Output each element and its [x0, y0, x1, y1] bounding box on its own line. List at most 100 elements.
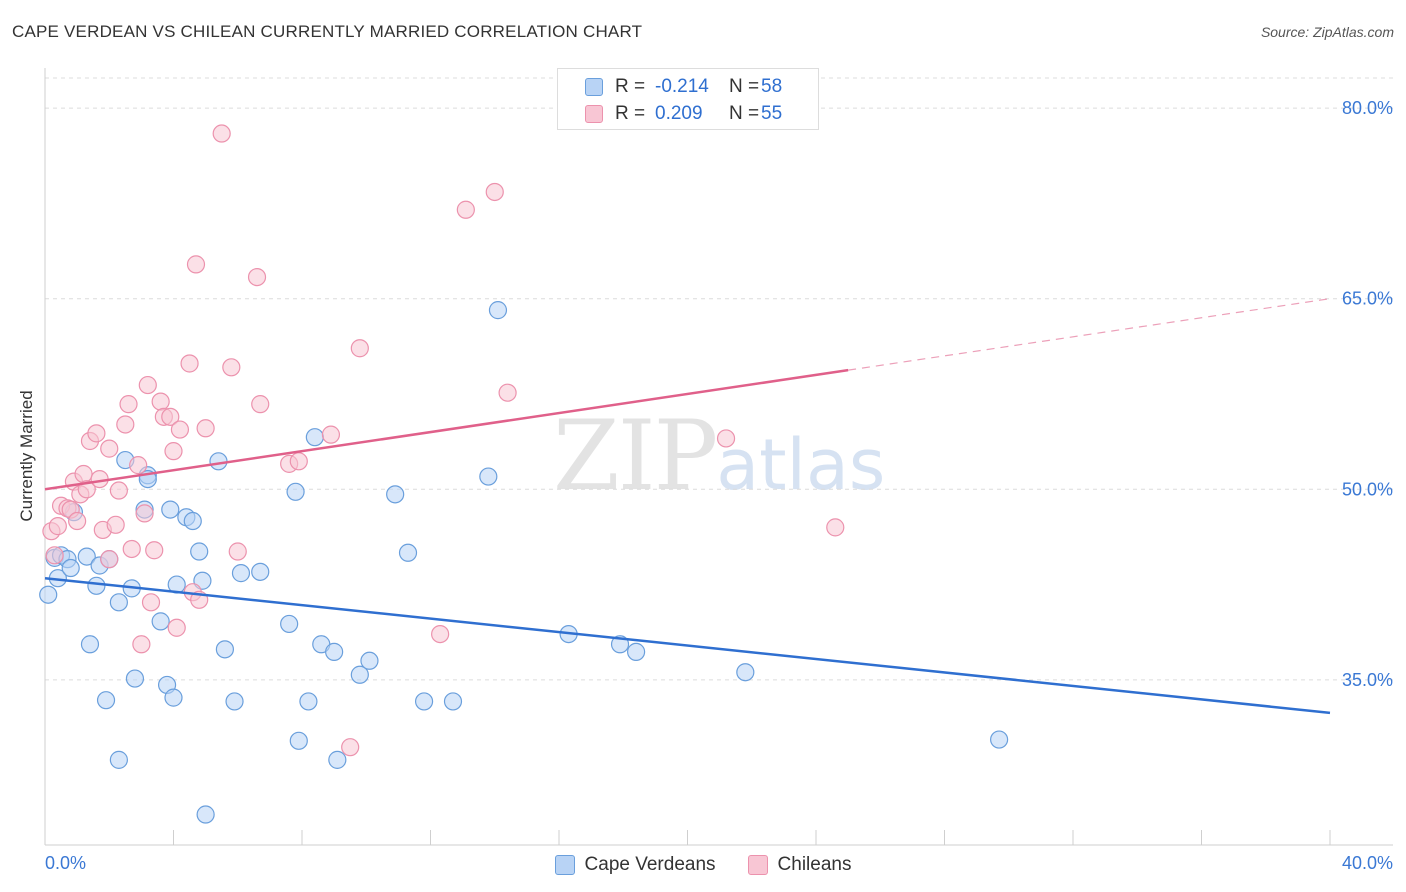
chilean-point — [350, 339, 369, 358]
chilean-point — [48, 517, 67, 536]
n-value: 55 — [761, 103, 783, 124]
n-label: N = — [729, 76, 760, 97]
series-legend: Cape Verdeans Chileans — [0, 850, 1406, 880]
cape-verdean-point — [289, 731, 308, 750]
chilean-point — [247, 267, 267, 287]
chilean-point — [77, 480, 96, 499]
n-value: 58 — [761, 76, 783, 97]
chilean-point — [196, 419, 215, 438]
cape-verdean-point — [215, 640, 234, 659]
chilean-point — [167, 618, 186, 637]
legend-swatch-pink — [747, 855, 768, 875]
cape-verdean-point — [190, 542, 209, 561]
legend-item-cape-verdeans: Cape Verdeans — [554, 854, 716, 876]
legend-row-chileans: R = 0.209 N = 55 — [558, 100, 782, 128]
chilean-point — [321, 425, 341, 444]
cape-verdean-trend-line — [44, 576, 1331, 715]
chilean-point — [109, 481, 128, 500]
y-tick-label: 80.0% — [1342, 98, 1393, 118]
chilean-point — [87, 424, 106, 443]
chilean-point — [74, 464, 93, 484]
legend-swatch-blue — [585, 78, 603, 96]
chilean-point — [45, 546, 64, 565]
cape-verdean-point — [164, 688, 183, 707]
cape-verdean-point — [61, 558, 80, 578]
chilean-point — [135, 504, 154, 523]
cape-verdean-point — [350, 665, 369, 684]
cape-verdean-point — [209, 452, 228, 471]
chilean-point — [100, 550, 119, 569]
chilean-point — [341, 738, 360, 757]
cape-verdean-point — [488, 301, 508, 320]
cape-verdean-point — [414, 692, 434, 711]
chilean-point — [145, 541, 164, 560]
cape-verdean-point — [626, 642, 646, 661]
chilean-point — [485, 182, 504, 202]
cape-verdean-point — [736, 663, 755, 682]
chilean-point — [138, 375, 157, 395]
x-tick-label: 0.0% — [45, 853, 86, 873]
cape-verdean-point — [109, 750, 128, 769]
chilean-point — [251, 395, 270, 414]
chilean-point — [228, 542, 247, 561]
cape-verdean-point — [151, 612, 170, 631]
chilean-point — [132, 635, 151, 654]
cape-verdean-point — [183, 511, 202, 531]
legend-row-cape-verdeans: R = -0.214 N = 58 — [558, 73, 782, 101]
chilean-point — [151, 392, 170, 411]
chilean-point — [289, 452, 308, 471]
correlation-legend: R = -0.214 N = 58 R = 0.209 N = 55 — [557, 68, 819, 130]
cape-verdean-point — [77, 547, 96, 566]
chilean-point — [119, 395, 138, 414]
cape-verdean-point — [479, 467, 498, 486]
legend-label-chileans: Chileans — [777, 854, 852, 875]
chilean-point — [161, 407, 180, 426]
cape-verdean-point — [251, 562, 270, 581]
chilean-point — [431, 624, 450, 644]
chilean-point — [716, 429, 736, 448]
cape-verdean-point — [225, 692, 244, 711]
watermark-atlas: atlas — [716, 424, 886, 506]
cape-verdean-point — [80, 635, 100, 654]
cape-verdean-point — [443, 692, 463, 711]
y-tick-label: 35.0% — [1342, 670, 1393, 690]
cape-verdean-point — [196, 805, 215, 824]
chilean-point — [100, 439, 119, 458]
cape-verdean-point — [280, 614, 299, 634]
y-tick-label: 65.0% — [1342, 289, 1393, 309]
cape-verdean-point — [398, 543, 418, 562]
watermark-zip: ZIP — [553, 400, 718, 512]
r-value: 0.209 — [655, 103, 703, 124]
chilean-point — [212, 124, 231, 143]
chilean-point — [122, 539, 141, 559]
chilean-point — [498, 383, 517, 402]
chilean-trend-extension — [848, 298, 1331, 371]
watermark: ZIPatlas — [553, 400, 885, 512]
cape-verdean-point — [109, 593, 128, 612]
cape-verdean-point — [39, 585, 58, 604]
x-tick-label: 40.0% — [1342, 853, 1393, 873]
chilean-point — [116, 415, 135, 434]
chilean-point — [106, 515, 125, 534]
cape-verdean-point — [328, 750, 347, 769]
chilean-point — [141, 593, 161, 612]
chilean-point — [186, 255, 206, 274]
legend-swatch-pink — [585, 105, 603, 123]
chilean-point — [222, 358, 241, 377]
cape-verdean-point — [990, 730, 1009, 749]
cape-verdean-point — [286, 482, 305, 501]
cape-verdean-point — [125, 669, 145, 688]
chilean-trend-line — [44, 368, 849, 491]
cape-verdean-point — [96, 691, 116, 710]
n-label: N = — [729, 103, 760, 124]
legend-item-chileans: Chileans — [747, 854, 852, 876]
cape-verdean-point — [360, 651, 379, 670]
chilean-point — [456, 200, 475, 219]
chilean-point — [170, 420, 190, 439]
y-tick-label: 50.0% — [1342, 479, 1393, 499]
cape-verdean-point — [161, 500, 180, 519]
r-label: R = — [615, 76, 646, 97]
r-label: R = — [615, 103, 646, 124]
r-value: -0.214 — [655, 76, 709, 97]
